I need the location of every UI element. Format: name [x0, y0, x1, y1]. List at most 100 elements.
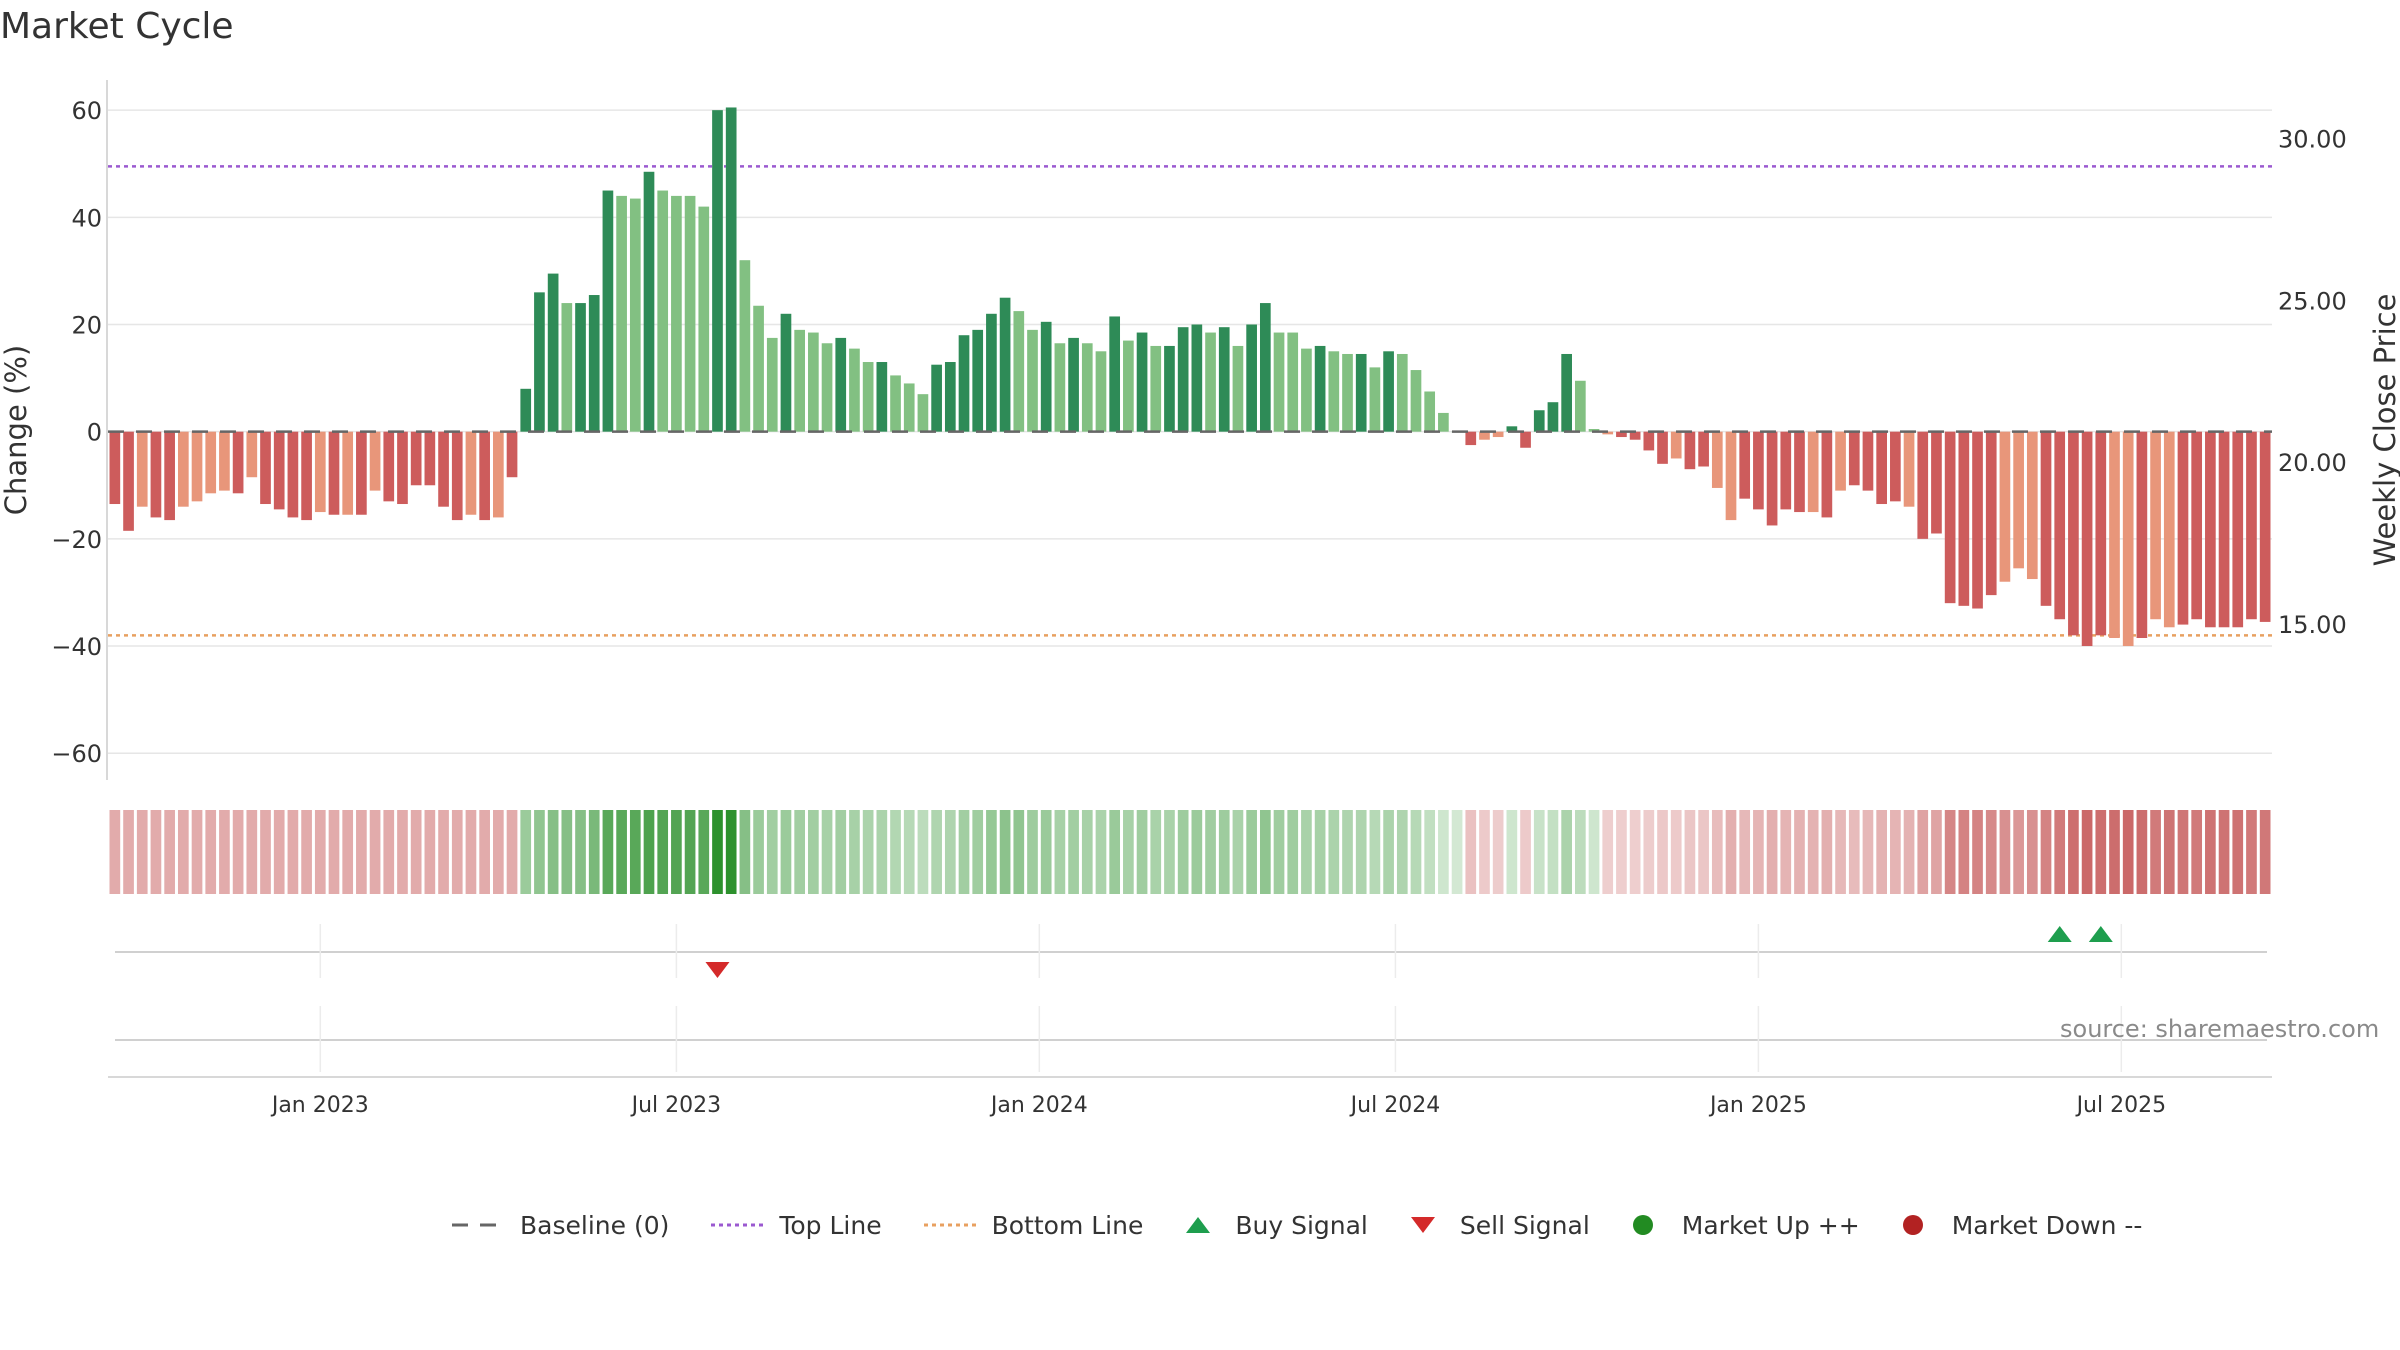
band-cell	[1848, 810, 1860, 894]
band-cell	[1218, 810, 1230, 894]
band-cell	[671, 810, 682, 894]
bar	[1862, 431, 1874, 491]
y-tick-label: −20	[51, 526, 102, 554]
bar	[561, 303, 573, 432]
legend-item-sell[interactable]: Sell Signal	[1408, 1211, 1590, 1240]
bar	[1506, 426, 1518, 432]
band-cell	[2259, 810, 2271, 894]
band-cell	[2191, 810, 2203, 894]
bar	[2163, 431, 2175, 628]
bar	[1342, 353, 1353, 432]
band-cell	[849, 810, 860, 894]
bar	[1890, 431, 1901, 502]
band-cell	[643, 810, 655, 894]
x-tick-label: Jul 2023	[630, 1093, 722, 1118]
bar	[1835, 431, 1846, 491]
band-cell	[1492, 810, 1504, 894]
bar	[1711, 431, 1723, 488]
bar	[2109, 431, 2120, 638]
y-right-tick-label: 20.00	[2278, 449, 2347, 477]
band-cell	[2122, 810, 2134, 894]
bar	[1205, 332, 1216, 432]
bar	[232, 431, 244, 494]
bar	[219, 431, 230, 491]
bar	[890, 375, 901, 432]
bar	[1533, 410, 1545, 432]
bar	[1575, 380, 1586, 432]
band-cell	[602, 810, 614, 894]
legend-item-baseline[interactable]: Baseline (0)	[450, 1211, 669, 1240]
x-tick-label: Jul 2025	[2075, 1093, 2167, 1118]
bar	[1725, 431, 1737, 521]
legend: Baseline (0) Top Line Bottom Line Buy Si…	[450, 1208, 2182, 1242]
band-cell	[1205, 810, 1216, 894]
band-cell	[1040, 810, 1052, 894]
bar	[1561, 353, 1572, 432]
band-cell	[1027, 810, 1038, 894]
bar	[1314, 345, 1326, 432]
band-cell	[876, 810, 888, 894]
band-cell	[1575, 810, 1586, 894]
bar	[2259, 431, 2271, 622]
band-cell	[766, 810, 778, 894]
legend-item-bottom-line[interactable]: Bottom Line	[922, 1210, 1144, 1240]
bar	[342, 431, 354, 515]
band-cell	[1561, 810, 1572, 894]
bar	[1040, 321, 1052, 432]
legend-item-market-down[interactable]: Market Down --	[1900, 1211, 2142, 1240]
bar	[1328, 351, 1340, 432]
bar	[862, 362, 874, 432]
band-cell	[1273, 810, 1285, 894]
band-cell	[2081, 810, 2093, 894]
bar	[164, 431, 175, 521]
band-cell	[629, 810, 641, 894]
band-cell	[1999, 810, 2011, 894]
bar	[849, 348, 860, 432]
legend-item-market-up[interactable]: Market Up ++	[1630, 1211, 1860, 1240]
band-cell	[739, 810, 751, 894]
band-cell	[2246, 810, 2257, 894]
bar	[1657, 431, 1668, 464]
bar	[1191, 324, 1203, 432]
band-cell	[1355, 810, 1367, 894]
band-cell	[424, 810, 436, 894]
bar	[616, 195, 627, 432]
band-cell	[2068, 810, 2079, 894]
bar	[2150, 431, 2161, 620]
legend-label-bottom-line: Bottom Line	[991, 1210, 1144, 1240]
band-cell	[1246, 810, 1257, 894]
legend-label-sell: Sell Signal	[1459, 1210, 1590, 1240]
bar	[1766, 431, 1778, 526]
market-down-dot-icon	[1902, 1215, 1923, 1235]
chart-title: Market Cycle	[0, 6, 234, 47]
band-cell	[1821, 810, 1833, 894]
bar	[1848, 431, 1860, 486]
band-cell	[451, 810, 463, 894]
bar	[1177, 327, 1189, 432]
legend-label-market-up: Market Up ++	[1681, 1210, 1860, 1240]
legend-item-buy[interactable]: Buy Signal	[1183, 1211, 1368, 1240]
band-cell	[2054, 810, 2066, 894]
legend-item-top-line[interactable]: Top Line	[709, 1211, 882, 1240]
band-cell	[1684, 810, 1696, 894]
band-cell	[1602, 810, 1614, 894]
band-cell	[369, 810, 381, 894]
sell-signal-marker	[705, 962, 730, 978]
band-cell	[1479, 810, 1490, 894]
bar	[1684, 431, 1696, 470]
band-cell	[1862, 810, 1874, 894]
band-cell	[1410, 810, 1422, 894]
bar	[2054, 431, 2066, 620]
bar	[1999, 431, 2011, 582]
bar	[1383, 351, 1394, 432]
band-cell	[1123, 810, 1134, 894]
bar	[739, 260, 751, 432]
bar	[2136, 431, 2148, 638]
bar	[876, 362, 888, 432]
band-cell	[1931, 810, 1942, 894]
bar	[1287, 332, 1299, 432]
bar	[1958, 431, 1970, 606]
band-cell	[1068, 810, 1079, 894]
band-cell	[1547, 810, 1559, 894]
band-cell	[698, 810, 710, 894]
